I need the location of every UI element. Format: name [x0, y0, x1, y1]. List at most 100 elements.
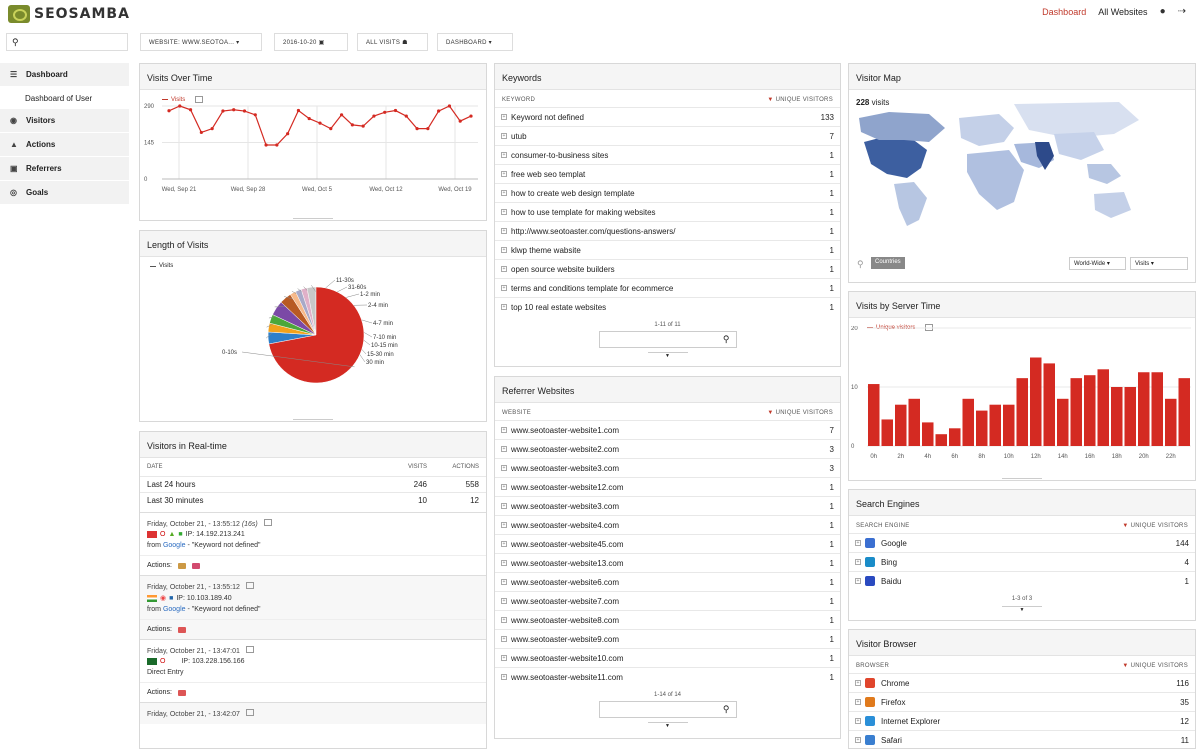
expand-icon[interactable]: +	[501, 228, 507, 234]
data-point[interactable]	[318, 121, 322, 125]
profile-icon[interactable]	[245, 709, 254, 716]
visit-entry[interactable]: Friday, October 21, - 13:55:12 ◉ ■ IP: 1…	[140, 575, 486, 619]
data-point[interactable]	[286, 132, 290, 136]
profile-icon[interactable]	[245, 582, 254, 589]
table-row[interactable]: + Baidu 1	[849, 571, 1195, 590]
profile-icon[interactable]	[245, 646, 254, 653]
bar[interactable]	[1165, 398, 1177, 446]
table-row[interactable]: + www.seotoaster-website2.com 3	[495, 439, 840, 458]
data-point[interactable]	[361, 124, 365, 128]
visit-engine-link[interactable]: Google	[162, 606, 186, 613]
map-region-australia[interactable]	[1094, 192, 1131, 218]
expand-icon[interactable]: +	[855, 540, 861, 546]
table-search-input[interactable]: ⚲	[598, 701, 737, 718]
user-icon[interactable]: ●	[1159, 6, 1166, 17]
expand-icon[interactable]: +	[501, 541, 507, 547]
data-point[interactable]	[426, 127, 430, 131]
expand-icon[interactable]: +	[501, 484, 507, 490]
col-header-keyword[interactable]: KEYWORD	[502, 97, 536, 103]
data-point[interactable]	[188, 108, 193, 112]
data-point[interactable]	[167, 109, 171, 113]
world-map[interactable]	[849, 98, 1195, 228]
expand-icon[interactable]: +	[501, 598, 507, 604]
expand-icon[interactable]: +	[501, 636, 507, 642]
pie-slice[interactable]	[268, 286, 365, 384]
table-row[interactable]: + www.seotoaster-website11.com 1	[495, 667, 840, 686]
collapse-handle[interactable]: ▼	[293, 218, 333, 220]
bar[interactable]	[1111, 387, 1123, 446]
data-point[interactable]	[469, 114, 473, 118]
collapse-handle[interactable]: ▼	[1002, 606, 1042, 613]
data-point[interactable]	[447, 104, 452, 108]
col-header-unique-visitors[interactable]: UNIQUE VISITORS	[1130, 663, 1188, 669]
bar[interactable]	[1003, 404, 1015, 446]
table-row[interactable]: + Safari 11	[849, 730, 1195, 748]
legend-label[interactable]: Visits	[171, 96, 186, 103]
table-search-input[interactable]: ⚲	[598, 331, 737, 348]
legend-label[interactable]: Visits	[159, 263, 174, 269]
table-row[interactable]: + Internet Explorer 12	[849, 711, 1195, 730]
sidebar-item-referrers[interactable]: ▣ Referrers	[0, 157, 129, 181]
data-point[interactable]	[253, 113, 257, 117]
expand-icon[interactable]: +	[501, 522, 507, 528]
map-region-south-america[interactable]	[894, 182, 927, 226]
map-region-canada[interactable]	[859, 112, 945, 142]
expand-icon[interactable]: +	[855, 737, 861, 743]
table-row[interactable]: + www.seotoaster-website10.com 1	[495, 648, 840, 667]
bar[interactable]	[989, 404, 1002, 446]
table-row[interactable]: + www.seotoaster-website8.com 1	[495, 610, 840, 629]
col-header-browser[interactable]: BROWSER	[856, 663, 890, 669]
page-icon[interactable]	[177, 562, 186, 569]
nav-all-websites[interactable]: All Websites	[1098, 6, 1148, 17]
expand-icon[interactable]: +	[855, 680, 861, 686]
sidebar-item-dashboard[interactable]: ☰ Dashboard	[0, 63, 129, 87]
table-row[interactable]: + www.seotoaster-website45.com 1	[495, 534, 840, 553]
sidebar-item-actions[interactable]: ▲ Actions	[0, 133, 129, 157]
page-icon[interactable]	[177, 626, 186, 633]
brand-logo[interactable]: SEOSAMBA	[8, 4, 130, 24]
bar[interactable]	[1178, 378, 1191, 446]
bar[interactable]	[949, 428, 961, 446]
expand-icon[interactable]: +	[501, 266, 507, 272]
map-region-usa[interactable]	[864, 136, 927, 178]
data-point[interactable]	[437, 109, 441, 113]
expand-icon[interactable]: +	[855, 718, 861, 724]
expand-icon[interactable]: +	[501, 579, 507, 585]
expand-icon[interactable]: +	[501, 674, 507, 680]
map-region-russia[interactable]	[1014, 102, 1139, 138]
bar[interactable]	[962, 398, 975, 446]
bar[interactable]	[1138, 372, 1150, 446]
site-search-input[interactable]: ⚲	[6, 33, 128, 51]
collapse-handle[interactable]: ▼	[293, 419, 333, 421]
expand-icon[interactable]: +	[855, 699, 861, 705]
visit-entry[interactable]: Friday, October 21, - 13:55:12 (16s) O ▲…	[140, 512, 486, 555]
expand-icon[interactable]: +	[501, 446, 507, 452]
website-selector[interactable]: WEBSITE: WWW.SEOTOA... ▾	[140, 33, 262, 51]
expand-icon[interactable]: +	[501, 133, 507, 139]
data-point[interactable]	[383, 110, 387, 114]
data-point[interactable]	[232, 108, 236, 112]
data-point[interactable]	[242, 109, 247, 113]
table-row[interactable]: + www.seotoaster-website3.com 1	[495, 496, 840, 515]
table-row[interactable]: + www.seotoaster-website9.com 1	[495, 629, 840, 648]
data-point[interactable]	[275, 143, 279, 147]
bar[interactable]	[1016, 378, 1029, 446]
zoom-out-icon[interactable]: ⚲	[857, 259, 864, 269]
map-region-sea[interactable]	[1087, 164, 1121, 184]
sidebar-item-goals[interactable]: ◎ Goals	[0, 181, 129, 205]
collapse-handle[interactable]: ▼	[647, 352, 688, 359]
export-icon[interactable]	[195, 96, 204, 103]
bar[interactable]	[868, 384, 880, 446]
bar[interactable]	[1151, 372, 1164, 446]
table-row[interactable]: + www.seotoaster-website7.com 1	[495, 591, 840, 610]
table-row[interactable]: + open source website builders 1	[495, 259, 840, 278]
expand-icon[interactable]: +	[501, 560, 507, 566]
logout-icon[interactable]: ⇢	[1177, 6, 1186, 17]
sidebar-item-dashboard-of-user[interactable]: Dashboard of User	[0, 87, 129, 109]
visit-entry[interactable]: Friday, October 21, - 13:42:07	[140, 702, 486, 724]
expand-icon[interactable]: +	[855, 578, 861, 584]
map-region-europe[interactable]	[959, 114, 1014, 146]
data-point[interactable]	[264, 143, 268, 147]
sidebar-item-visitors[interactable]: ◉ Visitors	[0, 109, 129, 133]
expand-icon[interactable]: +	[501, 209, 507, 215]
